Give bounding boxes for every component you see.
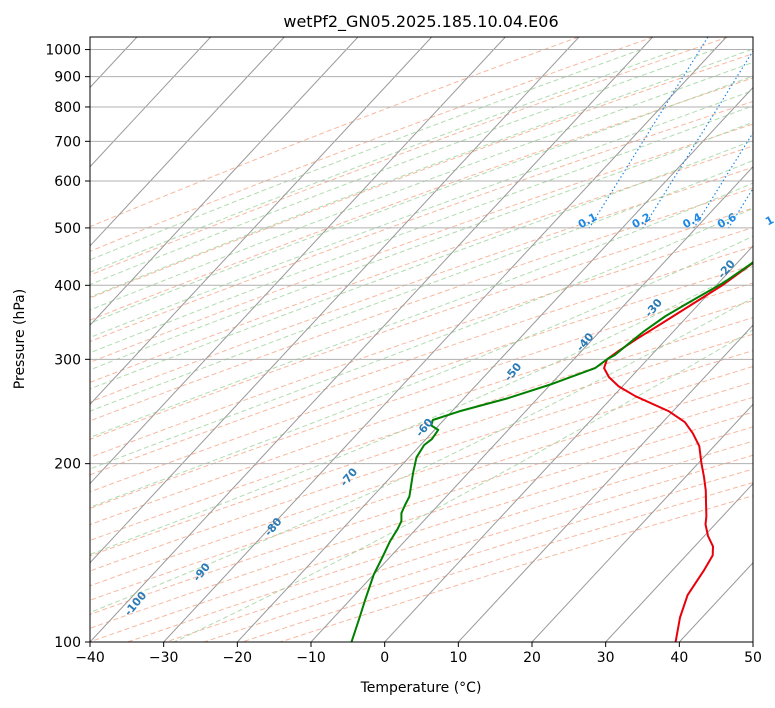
- moist-adiabat: [90, 49, 642, 261]
- dry-adiabat: [90, 53, 753, 299]
- x-tick-label: −10: [296, 650, 326, 666]
- dry-adiabat: [90, 226, 753, 458]
- isotherm: [457, 324, 753, 642]
- x-tick-label: 30: [597, 650, 615, 666]
- isotherm: [310, 165, 753, 642]
- x-tick-label: 40: [670, 650, 688, 666]
- isotherm: [605, 482, 753, 642]
- plot-frame: [89, 36, 754, 643]
- x-tick-label: 20: [523, 650, 541, 666]
- y-tick-label: 300: [54, 352, 81, 368]
- dry-adiabat: [90, 264, 753, 493]
- moist-adiabat: [90, 105, 753, 354]
- moist-adiabat: [90, 61, 753, 311]
- y-axis-label: Pressure (hPa): [12, 289, 28, 389]
- mixing-ratio-line: [771, 37, 775, 228]
- y-tick-label: 200: [54, 457, 81, 473]
- x-tick-label: 0: [380, 650, 389, 666]
- moist-adiabat: [90, 49, 752, 298]
- y-tick-label: 100: [54, 635, 81, 651]
- dry-adiabat: [90, 333, 753, 557]
- dry-adiabat: [90, 317, 753, 541]
- y-tick-label: 500: [54, 221, 81, 237]
- isotherm: [384, 245, 753, 642]
- isotherm: [236, 86, 753, 642]
- moist-adiabat: [90, 75, 753, 324]
- dry-adiabat: [90, 37, 654, 252]
- background-grid: [0, 37, 775, 642]
- dry-adiabat: [90, 245, 753, 476]
- y-tick-label: 600: [54, 174, 81, 190]
- x-tick-label: −20: [223, 650, 253, 666]
- axis-ticks: −40 −30 −20 −10 0 10 20 30 40 50 100 200 300 400 500 60…: [45, 43, 762, 666]
- x-tick-label: 10: [449, 650, 467, 666]
- x-tick-label: 50: [744, 650, 762, 666]
- isotherm: [90, 37, 285, 247]
- isotherm: [531, 403, 753, 642]
- plot-area: [90, 37, 753, 642]
- profile-lines: [350, 260, 753, 642]
- y-tick-label: 1000: [45, 43, 81, 59]
- dry-adiabat: [90, 396, 753, 615]
- dry-adiabat: [90, 100, 753, 343]
- dry-adiabat: [90, 350, 753, 572]
- dry-adiabat: [90, 123, 753, 363]
- isotherm: [163, 37, 727, 642]
- x-axis-label: Temperature (°C): [360, 680, 482, 696]
- moist-adiabat: [90, 49, 678, 273]
- dewpoint-line: [350, 260, 753, 642]
- y-tick-label: 900: [54, 70, 81, 86]
- x-tick-label: −40: [75, 650, 105, 666]
- isotherm: [90, 37, 433, 406]
- mixing-ratio-line: [588, 37, 709, 229]
- mixing-ratio-label: 1: [763, 213, 775, 228]
- dry-adiabat: [90, 166, 753, 403]
- moist-adiabat: [90, 160, 753, 412]
- x-tick-label: −30: [149, 650, 179, 666]
- dry-adiabat: [90, 381, 753, 601]
- mixing-ratio-line: [642, 49, 753, 229]
- isotherm: [90, 37, 580, 564]
- moist-adiabat: [90, 49, 715, 286]
- dry-adiabat: [90, 365, 753, 587]
- isotherm: [0, 37, 63, 642]
- isotherm: [90, 37, 654, 642]
- dry-adiabat: [90, 299, 753, 526]
- y-tick-label: 800: [54, 100, 81, 116]
- moist-adiabat: [173, 329, 753, 642]
- dry-adiabat: [90, 282, 753, 509]
- moist-adiabat: [90, 235, 753, 508]
- isotherm: [90, 37, 506, 485]
- dry-adiabat: [90, 37, 579, 228]
- isotherm: [90, 37, 212, 168]
- dry-adiabat: [90, 77, 753, 321]
- y-tick-label: 400: [54, 278, 81, 294]
- y-tick-label: 700: [54, 134, 81, 150]
- isotherm: [752, 641, 753, 642]
- isotherm: [90, 37, 359, 326]
- moist-adiabat: [90, 182, 753, 438]
- moist-adiabat: [90, 297, 753, 614]
- chart-title: wetPf2_GN05.2025.185.10.04.E06: [283, 12, 558, 32]
